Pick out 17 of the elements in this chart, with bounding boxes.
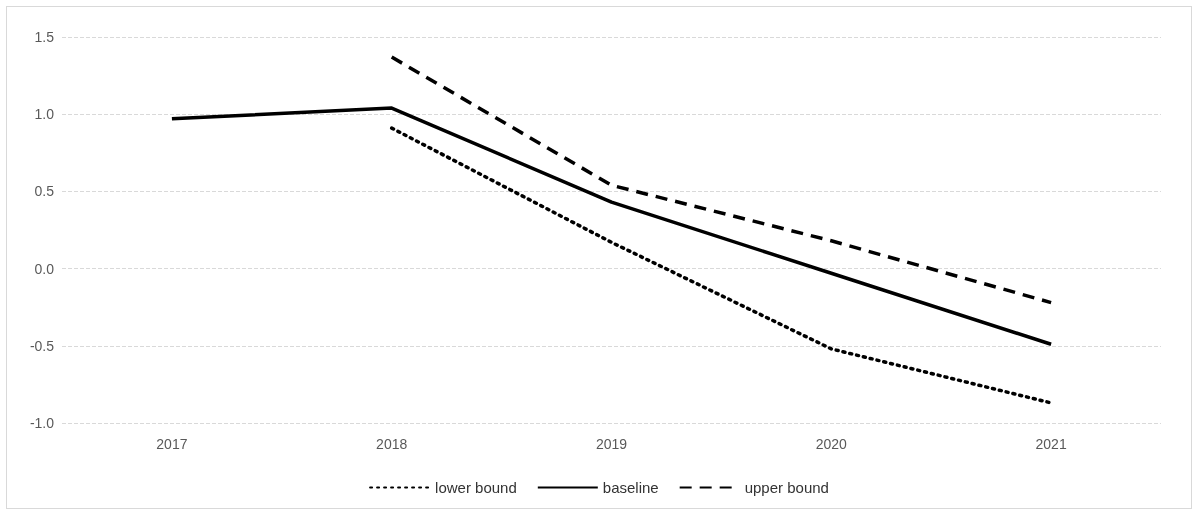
x-tick-label: 2017 bbox=[156, 436, 188, 452]
y-tick-label: 1.0 bbox=[34, 106, 55, 123]
x-tick-label: 2018 bbox=[376, 436, 408, 452]
y-tick-label: 1.5 bbox=[34, 29, 55, 45]
x-tick-label: 2019 bbox=[595, 436, 628, 452]
line-series bbox=[389, 55, 1053, 305]
y-tick-label: 0.5 bbox=[34, 183, 55, 200]
x-tick-label: 2020 bbox=[815, 436, 848, 452]
y-tick-label: 0.0 bbox=[34, 260, 55, 277]
x-tick-label: 2021 bbox=[1035, 436, 1067, 452]
y-tick-label: -1.0 bbox=[29, 415, 55, 431]
line-series bbox=[170, 106, 1053, 347]
legend-label: lower bound bbox=[435, 479, 517, 496]
legend-label: baseline bbox=[602, 479, 659, 496]
y-tick-label: -0.5 bbox=[29, 337, 55, 354]
line-series bbox=[389, 126, 1053, 405]
legend-label: upper bound bbox=[744, 479, 829, 496]
